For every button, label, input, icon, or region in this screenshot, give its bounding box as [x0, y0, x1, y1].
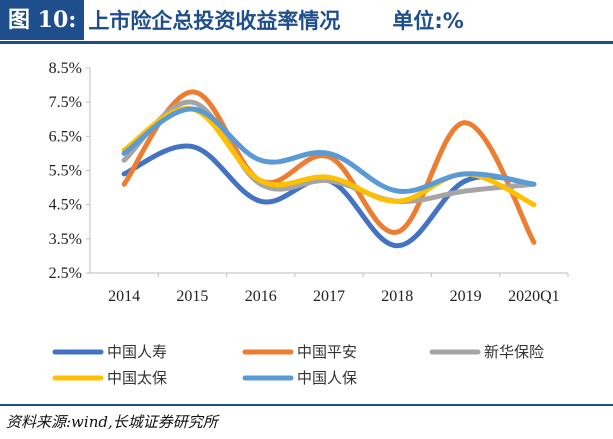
y-tick-label: 8.5%	[49, 60, 82, 77]
legend-label-1: 中国人寿	[107, 343, 167, 361]
unit-label: 单位:%	[392, 9, 464, 33]
figure-header: 图 10: 上市险企总投资收益率情况 单位:%	[0, 0, 613, 40]
series-line-1	[121, 143, 537, 249]
top-rule	[0, 41, 613, 44]
series-line-3	[121, 99, 537, 205]
y-tick-label: 5.5%	[49, 163, 82, 180]
series-line-5	[121, 106, 537, 194]
y-tick-label: 2.5%	[49, 265, 82, 282]
y-tick-label: 7.5%	[49, 94, 82, 111]
x-tick-label: 2017	[313, 288, 345, 305]
x-tick-label: 2018	[381, 288, 413, 305]
legend-label-4: 中国太保	[107, 369, 167, 387]
x-tick-label: 2020Q1	[508, 288, 560, 305]
y-tick-label: 3.5%	[49, 231, 82, 248]
x-tick-label: 2016	[245, 288, 277, 305]
legend-label-3: 新华保险	[484, 343, 544, 361]
x-tick-label: 2014	[108, 288, 140, 305]
chart-title: 上市险企总投资收益率情况	[88, 9, 341, 33]
legend-label-5: 中国人保	[297, 369, 357, 387]
y-tick-label: 6.5%	[49, 128, 82, 145]
source-note: 资料来源:wind,长城证券研究所	[6, 413, 218, 431]
bottom-rule	[0, 404, 613, 406]
legend-label-2: 中国平安	[297, 343, 357, 361]
x-tick-label: 2019	[450, 288, 482, 305]
series-line-2	[121, 89, 537, 245]
figure-label: 图 10:	[0, 0, 85, 40]
x-tick-label: 2015	[176, 288, 208, 305]
line-chart: 2.5% 3.5% 4.5% 5.5% 6.5% 7.5% 8.5% 2014 2015 2016…	[49, 60, 569, 387]
y-tick-label: 4.5%	[49, 197, 82, 214]
